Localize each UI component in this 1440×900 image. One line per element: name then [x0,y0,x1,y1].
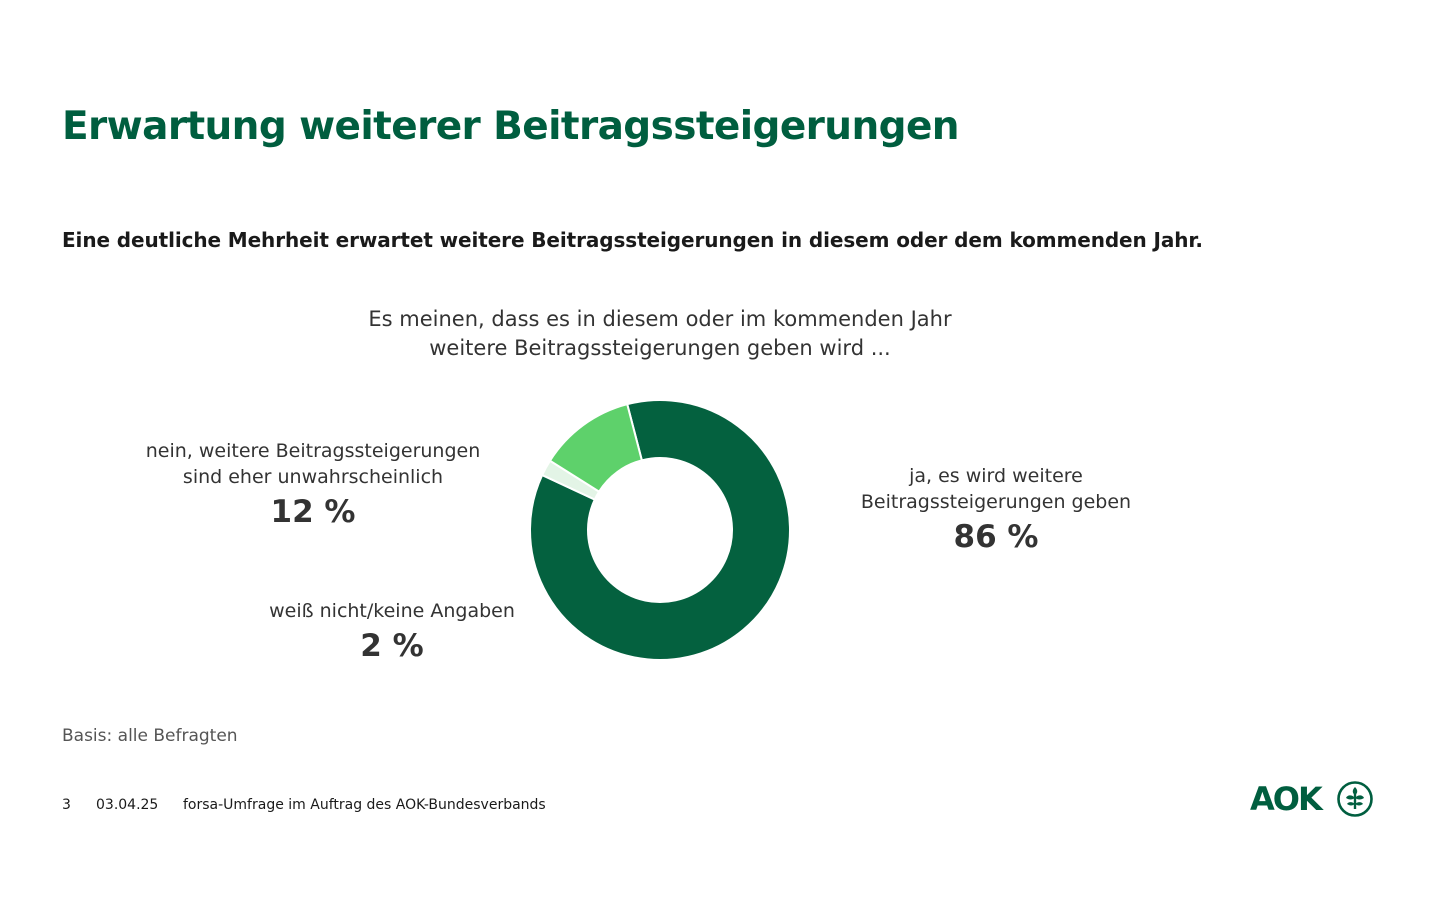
label-ja: ja, es wird weitere Beitragssteigerungen… [836,463,1156,557]
footer-source: forsa-Umfrage im Auftrag des AOK-Bundesv… [183,797,546,813]
label-nein-value: 12 % [270,494,356,530]
slide-title: Erwartung weiterer Beitragssteigerungen [62,104,960,149]
donut-chart [529,399,791,661]
label-ja-line-1: ja, es wird weitere [909,465,1083,487]
chart-heading-line-1: Es meinen, dass es in diesem oder im kom… [368,307,952,331]
label-weiss-nicht-value: 2 % [360,628,424,664]
aok-logo: AOK [1250,778,1376,820]
label-weiss-nicht-line-1: weiß nicht/keine Angaben [269,600,515,622]
label-ja-line-2: Beitragssteigerungen geben [860,491,1132,513]
donut-slice-ja [529,399,791,661]
label-nein-line-2: sind eher unwahrscheinlich [182,466,444,488]
footer-page-number: 3 [62,797,71,813]
label-nein-line-1: nein, weitere Beitragssteigerungen [145,440,481,462]
chart-heading-line-2: weitere Beitragssteigerungen geben wird … [429,336,891,360]
aok-tree-emblem-icon [1337,781,1373,817]
slide-subtitle: Eine deutliche Mehrheit erwartet weitere… [62,228,1203,252]
basis-note: Basis: alle Befragten [62,726,238,746]
label-weiss-nicht: weiß nicht/keine Angaben 2 % [242,598,542,666]
label-nein: nein, weitere Beitragssteigerungen sind … [128,438,498,532]
label-ja-value: 86 % [953,519,1039,555]
donut-slice-nein [548,402,644,494]
footer-date: 03.04.25 [96,797,159,813]
chart-heading: Es meinen, dass es in diesem oder im kom… [360,305,960,363]
aok-logo-text: AOK [1250,780,1323,818]
